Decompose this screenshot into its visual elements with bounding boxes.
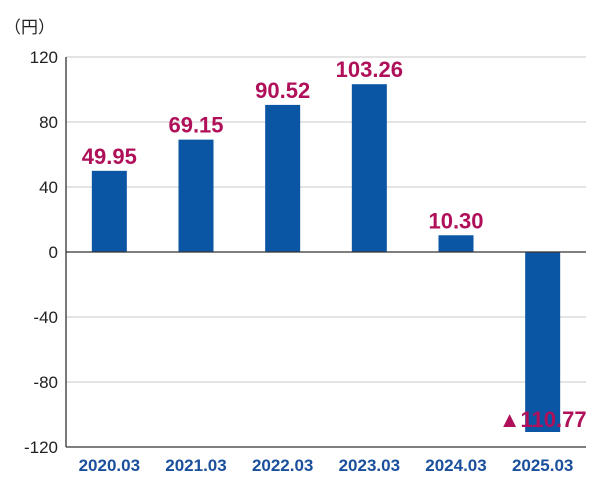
data-label: 103.26 — [336, 57, 403, 82]
y-tick-label: 40 — [39, 178, 58, 197]
y-tick-label: 0 — [49, 243, 58, 262]
y-tick-label: -80 — [33, 373, 58, 392]
data-label: ▲110.77 — [499, 407, 587, 432]
data-labels: 49.95 69.15 90.52 103.26 10.30 ▲110.77 — [82, 57, 587, 432]
bar — [525, 252, 561, 433]
y-tick-label: 120 — [30, 48, 58, 67]
data-label: 49.95 — [82, 144, 137, 169]
bar — [178, 139, 214, 252]
bar — [438, 235, 474, 252]
y-tick-labels: 120 80 40 0 -40 -80 -120 — [24, 48, 58, 457]
y-tick-label: -120 — [24, 438, 58, 457]
bar — [265, 104, 301, 252]
y-tick-label: -40 — [33, 308, 58, 327]
data-label: 69.15 — [168, 113, 223, 138]
x-tick-label: 2025.03 — [512, 456, 573, 475]
data-label: 90.52 — [255, 78, 310, 103]
axes — [65, 57, 586, 448]
bars — [91, 84, 561, 433]
bar — [91, 170, 127, 252]
data-label: 10.30 — [428, 208, 483, 233]
x-tick-label: 2024.03 — [425, 456, 486, 475]
x-tick-label: 2020.03 — [79, 456, 140, 475]
x-tick-label: 2021.03 — [165, 456, 226, 475]
y-unit-label: （円） — [4, 18, 55, 37]
x-tick-label: 2023.03 — [339, 456, 400, 475]
x-tick-labels: 2020.03 2021.03 2022.03 2023.03 2024.03 2025.… — [79, 456, 574, 475]
y-tick-label: 80 — [39, 113, 58, 132]
x-tick-label: 2022.03 — [252, 456, 313, 475]
bar — [351, 84, 387, 252]
